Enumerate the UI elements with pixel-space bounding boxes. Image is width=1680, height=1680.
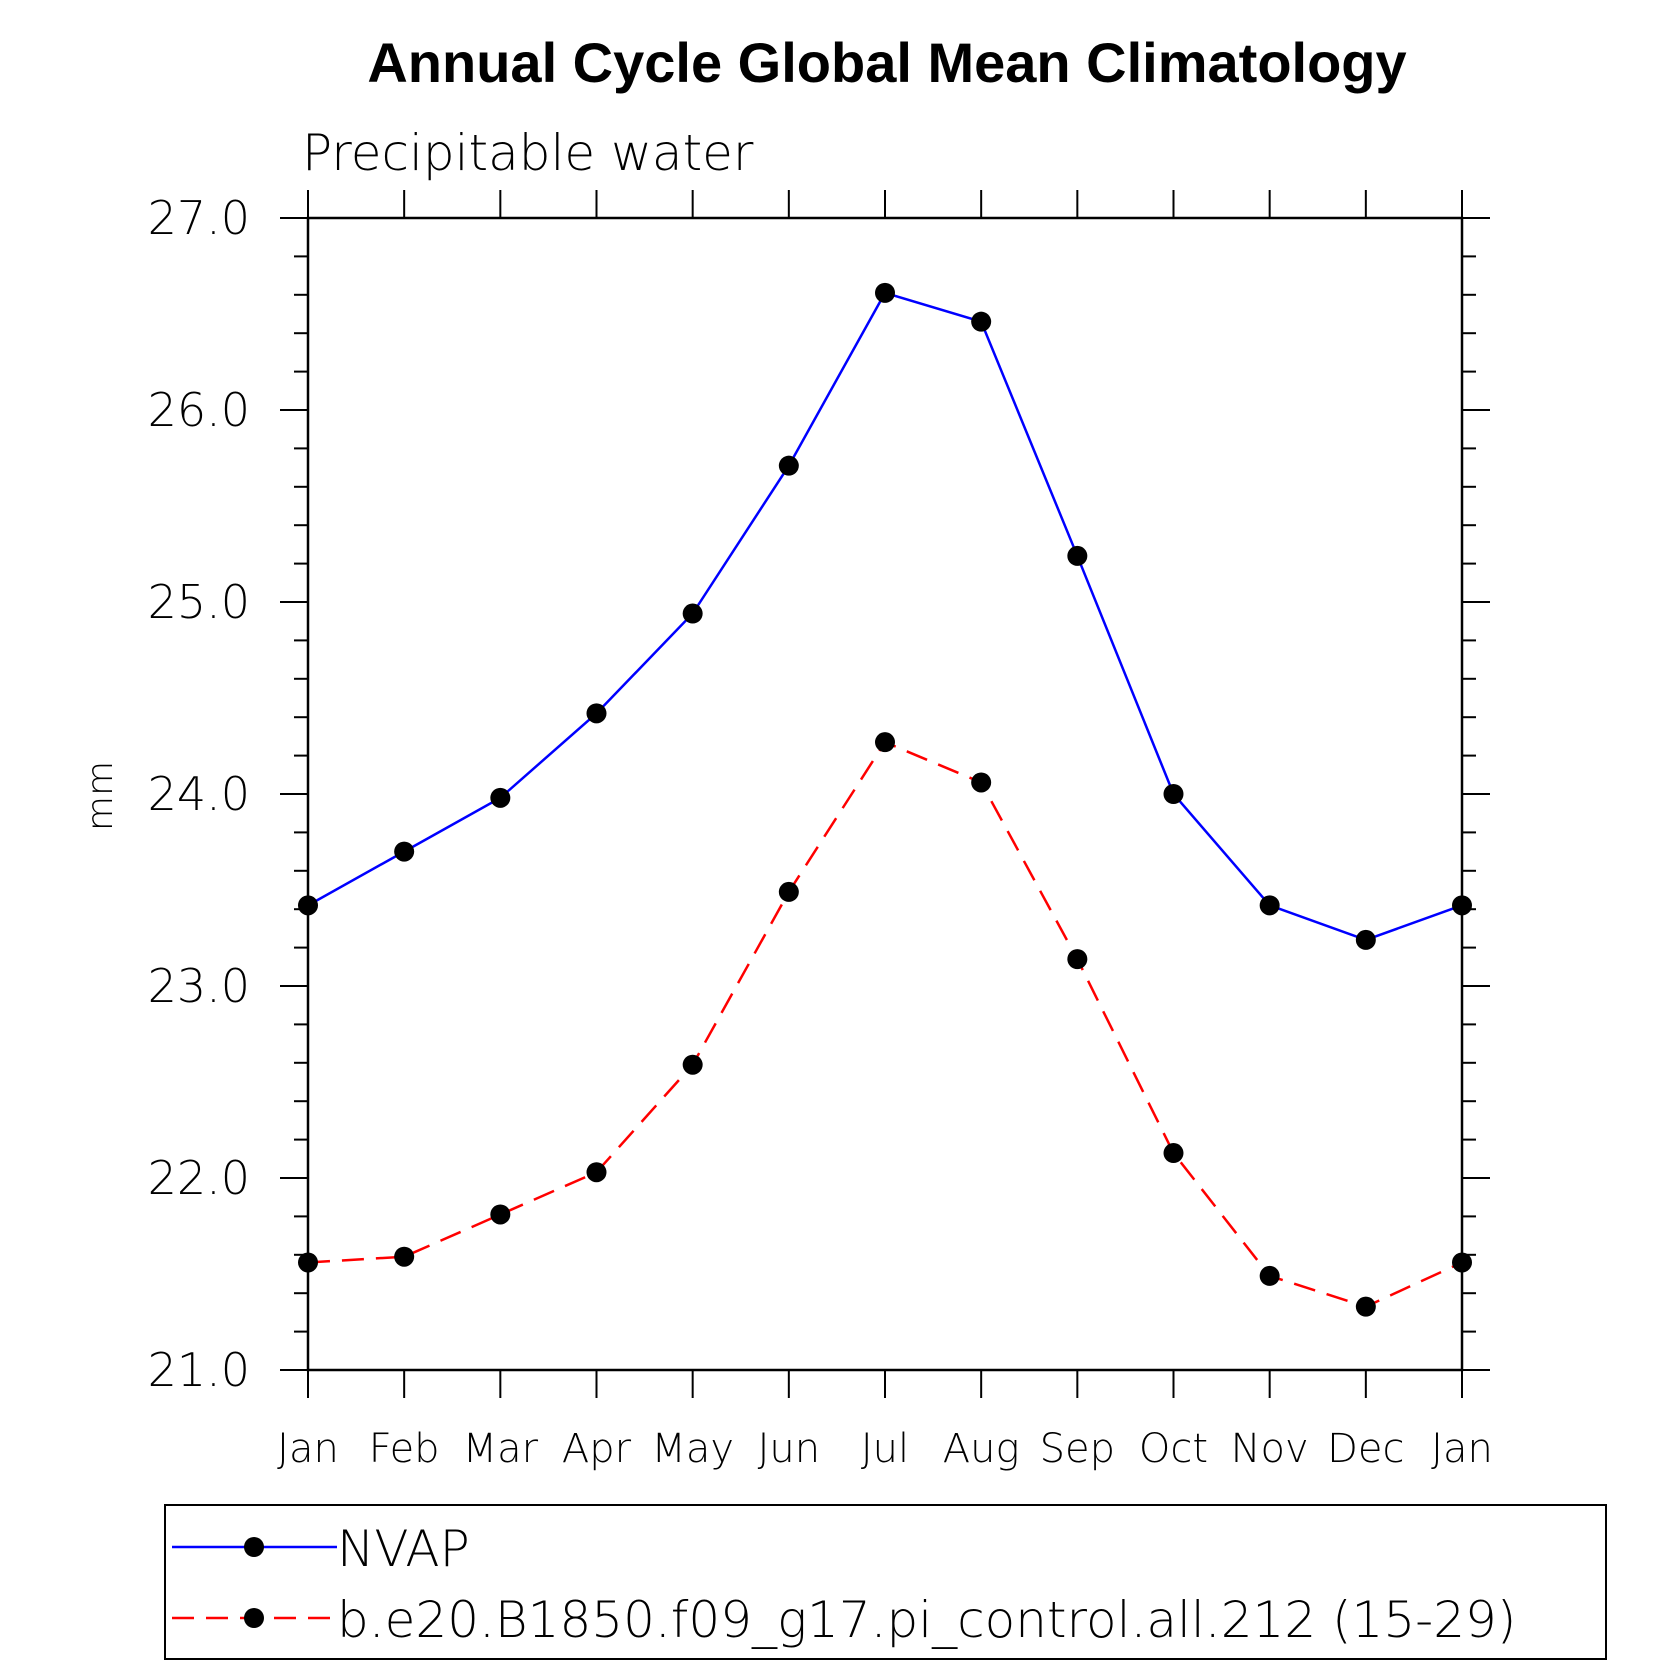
x-tick-label: Dec: [1327, 1426, 1404, 1472]
x-tick-label: Nov: [1231, 1426, 1309, 1472]
y-tick-label: 24.0: [148, 767, 250, 821]
series-1-point: [1067, 949, 1088, 970]
series-1-point: [778, 881, 799, 902]
legend-marker-nvap: [244, 1537, 264, 1557]
legend-item-nvap: NVAP: [172, 1520, 470, 1578]
series-1-point: [682, 1054, 703, 1075]
series-0-point: [778, 455, 799, 476]
series-0-point: [490, 787, 511, 808]
series-0-point: [1163, 784, 1184, 804]
x-tick-label: Jan: [277, 1426, 339, 1472]
series-1-point: [1355, 1296, 1376, 1317]
legend-label-nvap: NVAP: [337, 1520, 470, 1578]
y-tick-label: 25.0: [148, 575, 250, 629]
series-0-point: [1067, 545, 1088, 566]
x-tick-label: Jul: [861, 1426, 909, 1472]
series-1-point: [971, 772, 992, 793]
x-tick-label: Mar: [463, 1426, 539, 1472]
series-1-point: [1163, 1143, 1184, 1164]
plot-frame: [306, 216, 1464, 1372]
x-tick-label: Jan: [1431, 1426, 1493, 1472]
x-tick-label: Oct: [1139, 1426, 1208, 1472]
x-tick-label: Jun: [758, 1426, 821, 1472]
legend-marker-model: [244, 1608, 264, 1628]
series-1-point: [875, 732, 895, 753]
series-0-point: [1355, 929, 1376, 950]
x-tick-label: May: [651, 1426, 734, 1472]
chart-subtitle: Precipitable water: [302, 124, 754, 182]
series-0-point: [682, 603, 703, 624]
x-tick-label: Apr: [562, 1426, 632, 1472]
y-tick-label: 26.0: [148, 383, 250, 437]
y-tick-label: 23.0: [148, 959, 250, 1013]
series-1-point: [394, 1246, 415, 1267]
series-1-point: [586, 1162, 607, 1183]
y-tick-label: 22.0: [148, 1151, 250, 1205]
x-tick-labels: Jan Feb Mar Apr May Jun Jul Aug Sep Oct Nov Dec Jan: [277, 1426, 1493, 1472]
series-line-1: [307, 740, 1463, 1308]
series-0-point: [875, 282, 895, 303]
series-line-0: [307, 291, 1463, 942]
legend: NVAP b.e20.B1850.f09_g17.pi_control.all.…: [164, 1504, 1607, 1660]
legend-box: [164, 1504, 1607, 1660]
y-tick-label: 27.0: [148, 191, 250, 245]
series-0-point: [1259, 895, 1280, 916]
series-0-point: [971, 311, 992, 332]
x-tick-label: Feb: [369, 1426, 440, 1472]
series-1-point: [490, 1204, 511, 1225]
series-0-point: [394, 841, 415, 862]
series-0-point: [586, 703, 607, 724]
x-tick-label: Aug: [943, 1426, 1020, 1472]
series-layer: [298, 282, 1472, 1317]
chart-title: Annual Cycle Global Mean Climatology: [367, 31, 1406, 94]
series-1-point: [1259, 1265, 1280, 1286]
y-tick-label: 21.0: [148, 1343, 250, 1397]
x-tick-label: Sep: [1040, 1426, 1115, 1472]
legend-label-model: b.e20.B1850.f09_g17.pi_control.all.212 (…: [337, 1591, 1516, 1649]
legend-item-model: b.e20.B1850.f09_g17.pi_control.all.212 (…: [172, 1591, 1516, 1649]
y-axis-label: mm: [80, 761, 121, 831]
axis-ticks: [280, 190, 1490, 1398]
y-tick-labels: 21.0 22.0 23.0 24.0 25.0 26.0 27.0: [148, 191, 250, 1397]
